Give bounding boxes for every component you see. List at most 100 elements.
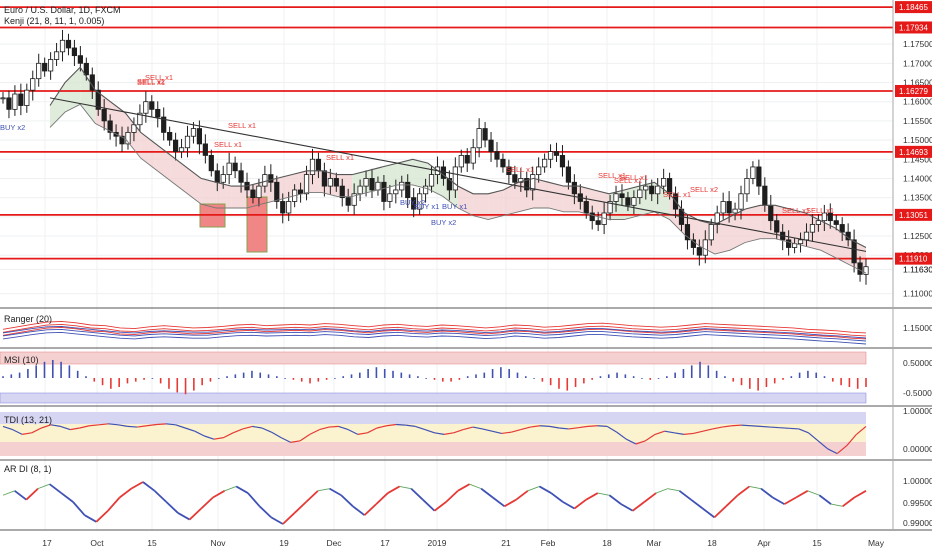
msi-bar	[699, 361, 701, 378]
msi-bar	[740, 378, 743, 386]
candle-body	[363, 178, 369, 187]
tdi-segment	[194, 430, 205, 437]
candle-body	[268, 174, 274, 183]
ardi-tick-label: 1.00000	[903, 476, 932, 486]
tdi-segment	[578, 425, 589, 429]
msi-bar	[217, 378, 220, 379]
candle-body	[357, 185, 363, 195]
time-tick-label: 15	[147, 538, 157, 548]
time-tick-label: 18	[602, 538, 612, 548]
msi-bar	[856, 378, 859, 389]
ardi-segment	[212, 490, 226, 499]
msi-upper-zone	[0, 351, 867, 365]
kenji-cloud-segment	[745, 205, 761, 243]
candle-body	[583, 201, 589, 214]
price-level-tag	[895, 21, 932, 34]
time-tick-label: 17	[42, 538, 52, 548]
signal-label: BUY x2	[431, 218, 456, 227]
current-price-label: 1.11630	[903, 264, 932, 274]
tdi-segment	[2, 425, 13, 431]
msi-bar	[749, 378, 751, 389]
ardi-segment	[142, 481, 156, 492]
ardi-segment	[224, 486, 237, 492]
candle-body	[53, 51, 60, 60]
msi-bar	[284, 378, 286, 379]
price-level-tag-text: 1.18465	[899, 3, 928, 12]
candle-body	[208, 155, 214, 172]
msi-bar	[226, 376, 228, 378]
msi-bar	[607, 374, 610, 378]
candle-body	[476, 128, 482, 149]
ranger-line	[2, 328, 867, 342]
tdi-segment	[146, 423, 157, 427]
msi-bar	[417, 376, 419, 378]
msi-bar	[392, 370, 394, 378]
price-tick-label: 1.11000	[903, 289, 932, 299]
candle-body	[42, 62, 48, 72]
tdi-segment	[770, 426, 780, 429]
tdi-segment	[108, 423, 119, 426]
ranger-line	[2, 320, 867, 334]
candle-body	[125, 131, 131, 145]
candle-body	[387, 193, 393, 202]
msi-bar	[408, 374, 411, 378]
indicator-title: Kenji (21, 8, 11, 1, 0.005)	[4, 16, 104, 26]
tdi-segment	[31, 427, 42, 434]
msi-bar	[840, 378, 842, 386]
candle-body	[167, 131, 173, 141]
msi-bar	[583, 378, 585, 384]
ardi-segment	[504, 498, 517, 508]
msi-bar	[458, 378, 461, 380]
candle-body	[851, 239, 857, 264]
ardi-segment	[433, 501, 447, 512]
msi-bar	[234, 374, 237, 378]
tdi-segment	[443, 432, 454, 435]
ardi-segment	[340, 494, 354, 507]
msi-bar	[292, 378, 295, 380]
tdi-segment	[616, 431, 627, 440]
kenji-cloud-segment	[276, 174, 292, 201]
ardi-segment	[165, 501, 179, 514]
candle-body	[815, 220, 821, 225]
trend-line	[49, 97, 867, 252]
tdi-segment	[127, 425, 138, 428]
ardi-segment	[49, 483, 62, 494]
tdi-segment	[347, 429, 359, 435]
signal-label: BUY x2	[0, 123, 25, 132]
price-level-tag	[895, 208, 932, 221]
msi-bar	[533, 378, 535, 379]
price-tick-label: 1.14000	[903, 173, 932, 183]
tdi-panel: 1.00000 0.00000	[0, 406, 932, 456]
candle-body	[345, 197, 351, 206]
candle-body	[470, 147, 476, 164]
msi-bar	[641, 378, 643, 379]
msi-bar	[765, 378, 768, 387]
msi-bar	[367, 369, 369, 378]
candle-body	[797, 239, 804, 245]
msi-bar	[848, 378, 851, 387]
candle-body	[250, 189, 256, 199]
candle-body	[137, 112, 143, 126]
msi-bar	[383, 369, 386, 378]
msi-bar	[110, 378, 112, 389]
ardi-segment	[818, 494, 832, 505]
tdi-segment	[434, 432, 445, 435]
kenji-cloud-segment	[533, 178, 549, 208]
msi-bar	[441, 378, 444, 382]
candle-body	[226, 162, 232, 176]
time-tick-label: 17	[380, 538, 390, 548]
candle-body	[637, 189, 643, 199]
time-tick-label: Feb	[541, 538, 556, 548]
msi-bar	[400, 372, 403, 378]
msi-bar	[126, 378, 129, 384]
ardi-segment	[422, 499, 436, 512]
tdi-segment	[79, 425, 90, 429]
candle-body	[214, 170, 220, 183]
tdi-segment	[396, 423, 406, 426]
tdi-segment	[731, 424, 742, 427]
ardi-segment	[2, 490, 15, 496]
msi-bar	[549, 378, 552, 386]
tdi-segment	[204, 435, 215, 440]
ardi-segment	[469, 483, 482, 490]
time-tick-label: 2019	[428, 538, 447, 548]
